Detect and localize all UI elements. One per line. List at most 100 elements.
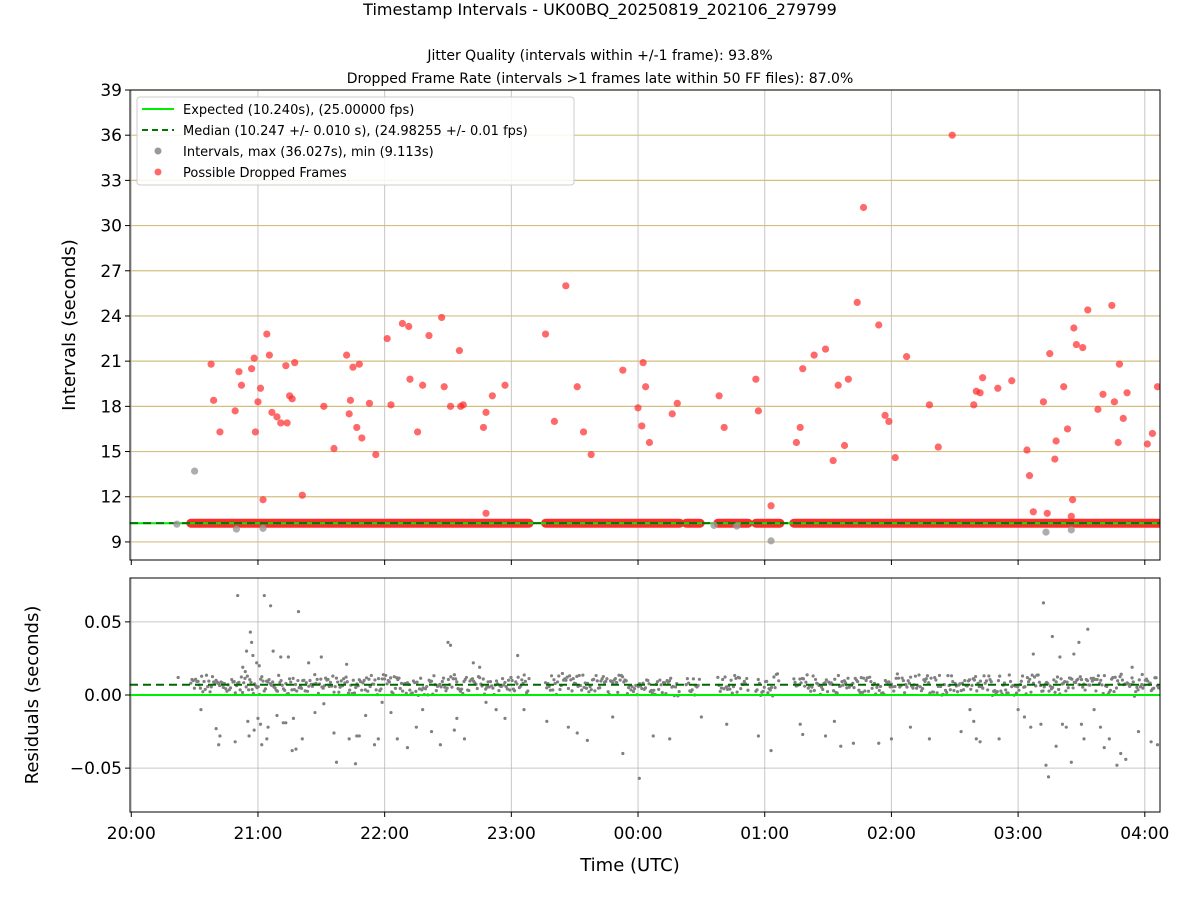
residual-point-24 [218,684,221,687]
dropped-frame-point-85 [885,418,892,425]
residual-point-231 [467,689,470,692]
residual-point-163 [385,682,388,685]
interval-point-6 [1068,526,1075,533]
residual-point-724 [1120,673,1123,676]
residual-point-739 [1138,678,1141,681]
residual-point-696 [1086,679,1089,682]
residual-outlier-126 [1156,743,1159,746]
residual-point-715 [1109,689,1112,692]
residual-point-15 [207,679,210,682]
residual-outlier-106 [1047,775,1050,778]
dropped-frame-point-68 [721,424,728,431]
residual-point-89 [296,679,299,682]
residual-point-316 [585,687,588,690]
residual-point-460 [802,677,805,680]
x-tick-label-3: 23:00 [487,824,536,844]
residual-point-705 [1097,674,1100,677]
dropped-frame-point-24 [330,445,337,452]
dropped-frame-point-108 [1069,496,1076,503]
residual-point-289 [552,678,555,681]
dropped-frame-point-63 [642,383,649,390]
dropped-frame-point-111 [1079,344,1086,351]
residual-point-386 [669,677,672,680]
residual-outlier-55 [421,708,424,711]
residual-point-271 [515,682,518,685]
residual-point-684 [1071,686,1074,689]
dropped-frame-point-59 [619,367,626,374]
dropped-frame-point-21 [291,359,298,366]
y-tick-label-bottom-0: 0.05 [84,613,122,633]
interval-point-5 [1042,529,1049,536]
residual-outlier-46 [358,734,361,737]
residual-outlier-101 [1029,726,1032,729]
residual-point-470 [814,678,817,681]
residual-point-103 [313,673,316,676]
x-tick-label-8: 04:00 [1120,824,1169,844]
residual-outlier-113 [1072,652,1075,655]
residual-point-202 [432,674,435,677]
dropped-frame-point-25 [343,352,350,359]
residual-point-580 [946,674,949,677]
dropped-frame-point-76 [822,346,829,353]
residual-point-130 [346,680,349,683]
y-axis-label-intervals: Intervals (seconds) [59,239,80,411]
residual-point-406 [716,676,719,679]
residual-point-251 [491,687,494,690]
residual-outlier-56 [430,730,433,733]
residual-point-147 [366,690,369,693]
residual-outlier-73 [586,739,589,742]
residual-point-73 [277,674,280,677]
residual-point-287 [550,674,553,677]
residual-outlier-128 [1131,666,1134,669]
residual-point-479 [825,678,828,681]
residual-point-720 [1115,686,1118,689]
residual-outlier-92 [928,737,931,740]
residual-outlier-29 [284,721,287,724]
dropped-frame-point-48 [480,424,487,431]
residual-point-466 [809,690,812,693]
residual-point-585 [952,689,955,692]
dropped-frame-point-15 [273,413,280,420]
dropped-frame-point-72 [793,439,800,446]
y-axis-label-residuals: Residuals (seconds) [22,606,43,785]
residual-point-690 [1079,675,1082,678]
residual-point-378 [659,683,662,686]
residual-point-667 [1051,686,1054,689]
residual-outlier-20 [260,743,263,746]
dropped-frame-point-45 [456,347,463,354]
dropped-frame-point-43 [441,383,448,390]
dropped-frame-point-105 [1060,383,1067,390]
residual-outlier-61 [455,717,458,720]
residual-outlier-27 [279,655,282,658]
residual-outlier-3 [217,743,220,746]
dropped-frame-point-79 [841,442,848,449]
residual-point-162 [384,674,387,677]
residual-outlier-8 [244,670,247,673]
dropped-frame-point-110 [1073,341,1080,348]
residual-point-214 [447,678,450,681]
interval-point-7 [710,522,717,529]
residual-point-59 [260,675,263,678]
dropped-frame-point-11 [259,496,266,503]
residual-point-3 [193,687,196,690]
residual-point-254 [495,679,498,682]
dropped-frame-point-114 [1099,391,1106,398]
residual-point-65 [267,678,270,681]
residual-point-430 [745,677,748,680]
x-axis-label: Time (UTC) [579,855,680,876]
residual-point-16 [208,690,211,693]
x-tick-label-2: 22:00 [360,824,409,844]
residual-point-293 [557,674,560,677]
dropped-frame-point-58 [588,451,595,458]
residual-point-10 [201,690,204,693]
residual-outlier-111 [1065,726,1068,729]
residual-point-405 [698,678,701,681]
residual-point-649 [1029,691,1032,694]
residual-point-594 [963,679,966,682]
residual-outlier-71 [567,726,570,729]
residual-point-18 [211,675,214,678]
y-tick-label-bottom-1: 0.00 [84,686,122,706]
residual-point-312 [580,689,583,692]
residual-point-659 [1041,689,1044,692]
